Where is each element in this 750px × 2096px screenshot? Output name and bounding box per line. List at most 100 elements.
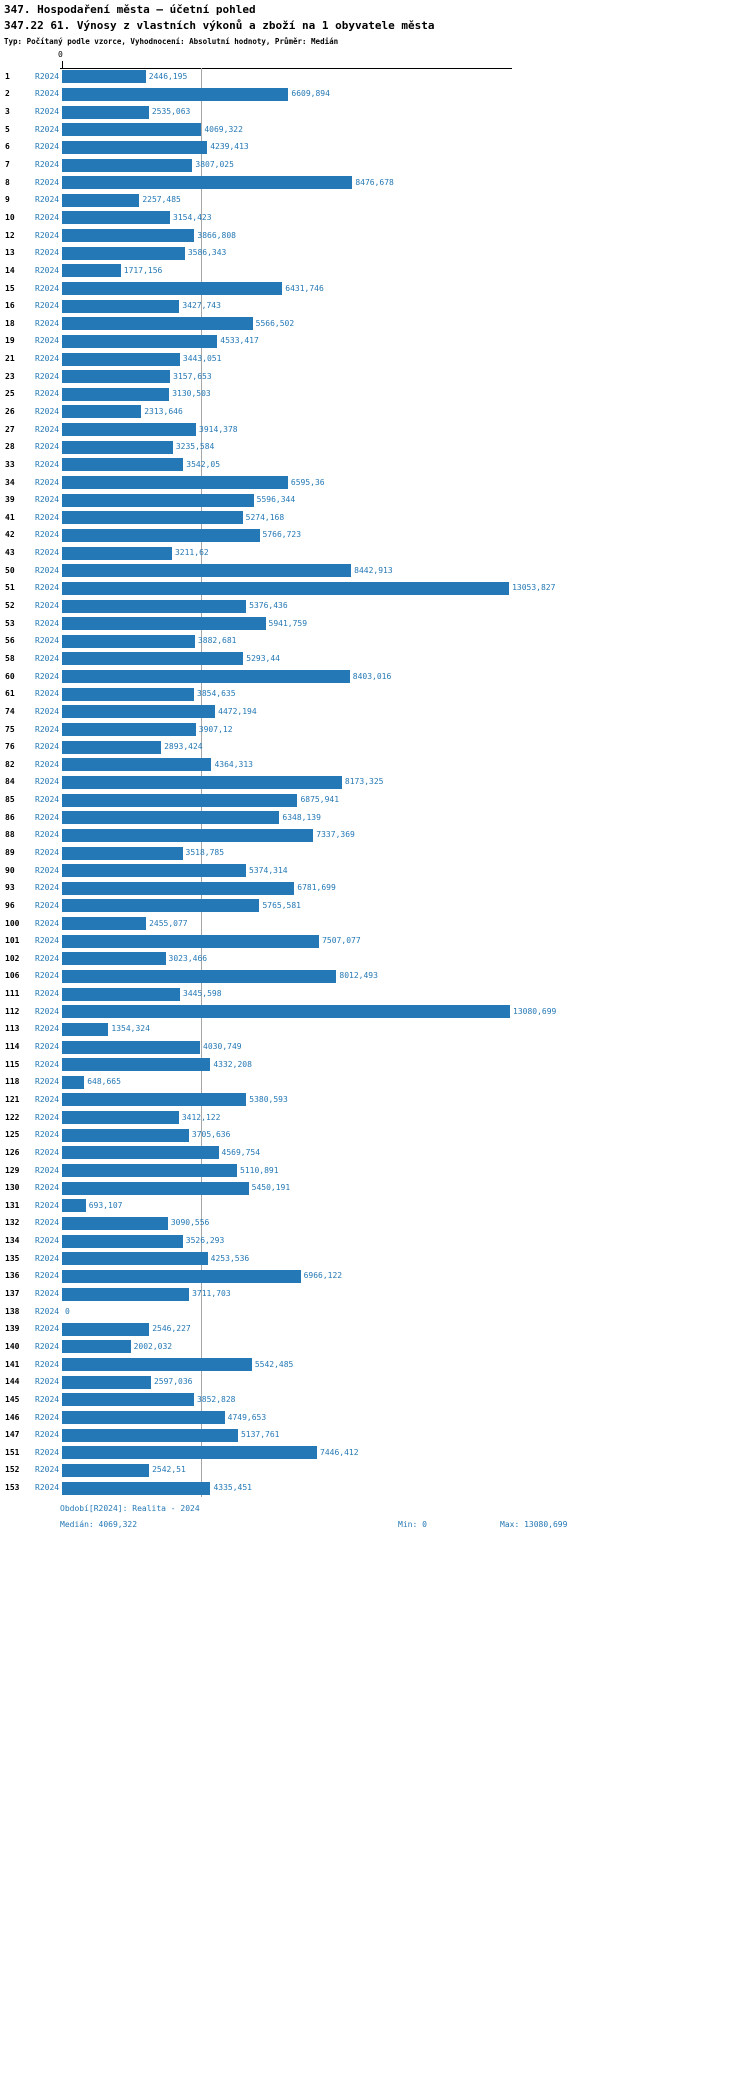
- bar-zone: 4239,413: [62, 139, 249, 157]
- indicator-title: 347.22 61. Výnosy z vlastních výkonů a z…: [4, 19, 435, 32]
- row-id-label: 39: [5, 495, 15, 505]
- series-label: R2024: [35, 459, 60, 469]
- series-label: R2024: [35, 936, 60, 946]
- value-bar: [62, 176, 353, 190]
- series-label: R2024: [35, 477, 60, 487]
- series-label: R2024: [35, 548, 60, 558]
- row-id-label: 86: [5, 812, 15, 822]
- value-bar: [62, 1216, 168, 1230]
- value-bar: [62, 775, 342, 789]
- chart-row: 8 R2024 8476,678: [0, 174, 750, 192]
- bar-zone: 2455,077: [62, 915, 188, 933]
- value-bar: [62, 969, 337, 983]
- bar-zone: 2446,195: [62, 68, 187, 86]
- series-label: R2024: [35, 742, 60, 752]
- bar-value-label: 4239,413: [210, 142, 249, 152]
- series-label: R2024: [35, 601, 60, 611]
- chart-row: 101 R2024 7507,077: [0, 932, 750, 950]
- chart-row: 18 R2024 5566,502: [0, 315, 750, 333]
- series-label: R2024: [35, 795, 60, 805]
- report-title: 347. Hospodaření města – účetní pohled: [4, 3, 256, 16]
- series-label: R2024: [35, 706, 60, 716]
- bar-value-label: 6875,941: [300, 795, 340, 805]
- chart-row: 135 R2024 4253,536: [0, 1250, 750, 1268]
- row-id-label: 14: [5, 265, 15, 275]
- bar-value-label: 3235,584: [175, 442, 215, 452]
- row-id-label: 136: [5, 1271, 20, 1281]
- chart-row: 16 R2024 3427,743: [0, 297, 750, 315]
- row-id-label: 13: [5, 248, 15, 258]
- series-label: R2024: [35, 512, 60, 522]
- bar-zone: 5274,168: [62, 509, 284, 527]
- bar-value-label: 5274,168: [245, 512, 285, 522]
- bar-zone: 6966,122: [62, 1268, 342, 1286]
- bar-value-label: 2257,485: [142, 195, 181, 205]
- value-bar: [62, 723, 196, 737]
- max-stat: Max: 13080,699: [500, 1520, 568, 1529]
- bar-zone: 1717,156: [62, 262, 162, 280]
- bar-value-label: 5596,344: [256, 495, 296, 505]
- bar-value-label: 1717,156: [123, 265, 163, 275]
- value-bar: [62, 881, 295, 895]
- bar-value-label: 3914,378: [199, 424, 238, 434]
- chart-row: 118 R2024 648,665: [0, 1074, 750, 1092]
- bar-zone: 3907,12: [62, 721, 233, 739]
- value-bar: [62, 105, 149, 119]
- series-label: R2024: [35, 759, 60, 769]
- bar-zone: 4749,653: [62, 1409, 266, 1427]
- series-label: R2024: [35, 1465, 60, 1475]
- value-bar: [62, 193, 140, 207]
- bar-value-label: 3854,635: [197, 689, 236, 699]
- chart-row: 15 R2024 6431,746: [0, 280, 750, 298]
- bar-value-label: 4069,322: [204, 124, 243, 134]
- value-bar: [62, 987, 180, 1001]
- bar-value-label: 2893,424: [164, 742, 203, 752]
- row-id-label: 82: [5, 759, 15, 769]
- chart-row: 61 R2024 3854,635: [0, 685, 750, 703]
- chart-row: 111 R2024 3445,598: [0, 985, 750, 1003]
- chart-row: 139 R2024 2546,227: [0, 1320, 750, 1338]
- bar-zone: 2257,485: [62, 191, 181, 209]
- value-bar: [62, 793, 298, 807]
- series-label: R2024: [35, 1359, 60, 1369]
- chart-row: 26 R2024 2313,646: [0, 403, 750, 421]
- series-label: R2024: [35, 212, 60, 222]
- value-bar: [62, 370, 171, 384]
- chart-row: 146 R2024 4749,653: [0, 1409, 750, 1427]
- series-label: R2024: [35, 724, 60, 734]
- bar-value-label: 4030,749: [203, 1042, 242, 1052]
- row-id-label: 41: [5, 512, 15, 522]
- bar-value-label: 2535,063: [151, 107, 191, 117]
- series-label: R2024: [35, 336, 60, 346]
- series-label: R2024: [35, 671, 60, 681]
- axis-tick: [62, 61, 63, 68]
- value-bar: [62, 1058, 211, 1072]
- row-id-label: 18: [5, 318, 15, 328]
- bar-zone: 3705,636: [62, 1126, 230, 1144]
- bar-chart: 1 R2024 2446,195 2 R2024 6609,894 3 R202…: [0, 68, 750, 1497]
- value-bar: [62, 440, 173, 454]
- chart-footer: Období[R2024]: Realita - 2024 Medián: 40…: [0, 1504, 750, 1534]
- chart-row: 43 R2024 3211,62: [0, 544, 750, 562]
- row-id-label: 102: [5, 953, 20, 963]
- bar-zone: 3586,343: [62, 244, 226, 262]
- chart-row: 106 R2024 8012,493: [0, 968, 750, 986]
- min-stat: Min: 0: [398, 1520, 427, 1529]
- chart-row: 129 R2024 5110,891: [0, 1162, 750, 1180]
- bar-zone: 3914,378: [62, 421, 238, 439]
- row-id-label: 96: [5, 900, 15, 910]
- bar-zone: 4069,322: [62, 121, 243, 139]
- bar-zone: 3443,051: [62, 350, 221, 368]
- series-label: R2024: [35, 89, 60, 99]
- row-id-label: 144: [5, 1377, 20, 1387]
- value-bar: [62, 1252, 208, 1266]
- bar-value-label: 3211,62: [174, 548, 209, 558]
- row-id-label: 132: [5, 1218, 20, 1228]
- value-bar: [62, 1446, 318, 1460]
- row-id-label: 43: [5, 548, 15, 558]
- row-id-label: 16: [5, 301, 15, 311]
- bar-zone: 0: [62, 1303, 70, 1321]
- axis-zero-label: 0: [58, 50, 63, 59]
- value-bar: [62, 1481, 211, 1495]
- bar-zone: 3526,293: [62, 1232, 224, 1250]
